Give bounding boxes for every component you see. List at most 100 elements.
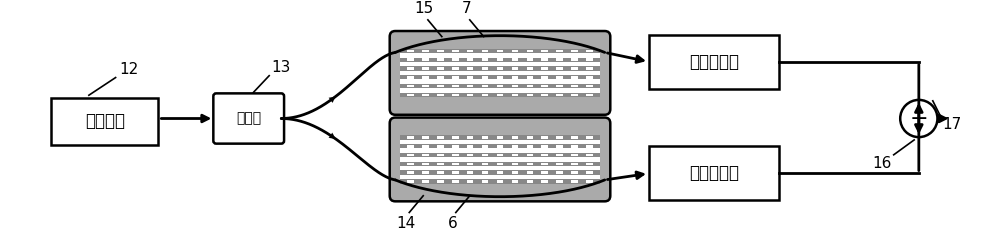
Bar: [400, 166, 600, 171]
Bar: [400, 88, 600, 93]
Bar: [482, 145, 488, 147]
Bar: [407, 163, 414, 165]
Text: 16: 16: [872, 156, 892, 171]
Bar: [437, 94, 444, 96]
Bar: [467, 58, 473, 61]
Bar: [556, 85, 563, 87]
Text: 14: 14: [396, 216, 415, 231]
Bar: [437, 85, 444, 87]
Bar: [407, 76, 414, 79]
Bar: [497, 171, 503, 174]
Bar: [400, 144, 600, 148]
Bar: [571, 67, 578, 70]
Bar: [400, 93, 600, 97]
Bar: [482, 76, 488, 79]
FancyBboxPatch shape: [649, 146, 779, 200]
Bar: [571, 180, 578, 183]
Bar: [512, 145, 518, 147]
Bar: [571, 171, 578, 174]
Bar: [437, 67, 444, 70]
Bar: [482, 154, 488, 156]
Bar: [452, 76, 459, 79]
Bar: [400, 162, 600, 166]
Bar: [541, 76, 548, 79]
Bar: [400, 58, 600, 62]
Text: −: −: [910, 109, 928, 129]
Bar: [541, 67, 548, 70]
Bar: [512, 94, 518, 96]
Bar: [497, 163, 503, 165]
Bar: [467, 171, 473, 174]
Bar: [541, 180, 548, 183]
Bar: [422, 145, 429, 147]
Bar: [422, 180, 429, 183]
Bar: [400, 53, 600, 58]
Bar: [407, 67, 414, 70]
Text: 6: 6: [448, 216, 458, 231]
Bar: [497, 50, 503, 52]
Bar: [527, 154, 533, 156]
Bar: [400, 49, 600, 97]
Bar: [452, 163, 459, 165]
Bar: [586, 171, 593, 174]
Text: 13: 13: [271, 60, 290, 75]
Bar: [497, 180, 503, 183]
Bar: [512, 171, 518, 174]
Bar: [497, 85, 503, 87]
Bar: [571, 145, 578, 147]
Bar: [497, 58, 503, 61]
Bar: [497, 154, 503, 156]
Bar: [400, 71, 600, 75]
Bar: [452, 145, 459, 147]
Bar: [512, 76, 518, 79]
Bar: [482, 94, 488, 96]
Bar: [512, 67, 518, 70]
Bar: [407, 171, 414, 174]
Bar: [400, 79, 600, 84]
Bar: [512, 136, 518, 139]
Bar: [467, 163, 473, 165]
Bar: [527, 94, 533, 96]
Bar: [497, 76, 503, 79]
Bar: [586, 50, 593, 52]
Bar: [452, 136, 459, 139]
Bar: [541, 136, 548, 139]
Bar: [556, 67, 563, 70]
Bar: [497, 94, 503, 96]
Circle shape: [900, 100, 937, 137]
Bar: [571, 136, 578, 139]
Bar: [527, 180, 533, 183]
Bar: [407, 136, 414, 139]
Bar: [452, 180, 459, 183]
Bar: [512, 50, 518, 52]
Bar: [422, 154, 429, 156]
Bar: [422, 85, 429, 87]
Bar: [422, 76, 429, 79]
Text: 激光光源: 激光光源: [85, 112, 125, 130]
Bar: [497, 145, 503, 147]
Bar: [422, 94, 429, 96]
Bar: [556, 180, 563, 183]
Bar: [407, 94, 414, 96]
Bar: [586, 76, 593, 79]
Bar: [527, 58, 533, 61]
Bar: [571, 50, 578, 52]
Bar: [452, 85, 459, 87]
Bar: [527, 50, 533, 52]
Bar: [400, 153, 600, 157]
Bar: [541, 58, 548, 61]
Bar: [571, 85, 578, 87]
Bar: [400, 62, 600, 66]
Bar: [541, 154, 548, 156]
Bar: [407, 50, 414, 52]
Bar: [400, 148, 600, 153]
Bar: [437, 76, 444, 79]
Bar: [400, 171, 600, 175]
Bar: [586, 163, 593, 165]
Bar: [556, 58, 563, 61]
Bar: [437, 180, 444, 183]
Bar: [467, 76, 473, 79]
Bar: [556, 94, 563, 96]
Bar: [407, 58, 414, 61]
FancyBboxPatch shape: [649, 35, 779, 89]
